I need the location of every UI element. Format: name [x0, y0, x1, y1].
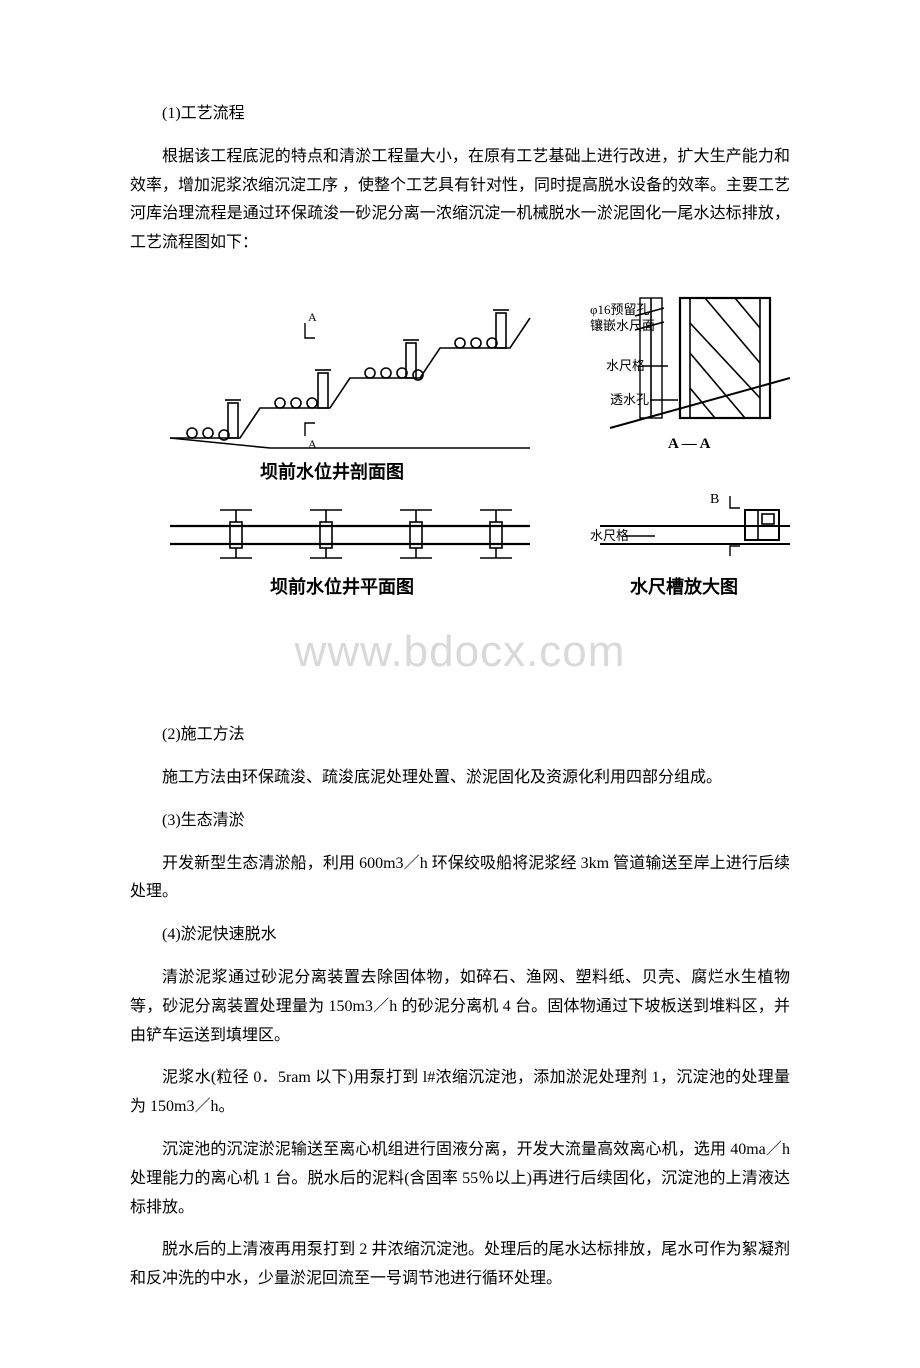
annot-ruler: 水尺格	[606, 358, 645, 373]
svg-text:B: B	[710, 492, 719, 507]
figure-block: A A	[130, 278, 790, 691]
section-4-p1: 清淤泥浆通过砂泥分离装置去除固体物，如碎石、渔网、塑料纸、贝壳、腐烂水生植物等，…	[130, 964, 790, 1050]
caption-profile: 坝前水位井剖面图	[260, 461, 404, 482]
section-3-heading: (3)生态清淤	[130, 807, 790, 836]
section-1-heading: (1)工艺流程	[130, 100, 790, 129]
watermark-text: www.bdocx.com	[130, 612, 790, 691]
section-4-p2: 泥浆水(粒径 0．5ram 以下)用泵打到 l#浓缩沉淀池，添加淤泥处理剂 1，…	[130, 1064, 790, 1122]
section-1-body: 根据该工程底泥的特点和清淤工程量大小，在原有工艺基础上进行改进，扩大生产能力和效…	[130, 143, 790, 258]
annot-aa: A — A	[668, 436, 711, 452]
annot-panel: 镶嵌水尺面	[590, 318, 655, 333]
diagram-svg: A A	[130, 278, 790, 618]
section-2-heading: (2)施工方法	[130, 721, 790, 750]
annot-hole: φ16预留孔	[590, 302, 650, 317]
svg-text:A: A	[308, 310, 317, 324]
section-2-body: 施工方法由环保疏浚、疏浚底泥处理处置、淤泥固化及资源化利用四部分组成。	[130, 764, 790, 793]
caption-plan: 坝前水位井平面图	[270, 576, 414, 597]
section-4-heading: (4)淤泥快速脱水	[130, 921, 790, 950]
section-3-body: 开发新型生态清淤船，利用 600m3／h 环保绞吸船将泥浆经 3km 管道输送至…	[130, 850, 790, 908]
section-4-p3: 沉淀池的沉淀淤泥输送至离心机组进行固液分离，开发大流量高效离心机，选用 40ma…	[130, 1136, 790, 1222]
annot-waterhole: 透水孔	[610, 392, 649, 407]
annot-ruler2: 水尺格	[590, 528, 629, 543]
caption-zoom: 水尺槽放大图	[630, 576, 738, 597]
svg-text:A: A	[308, 437, 317, 451]
section-4-p4: 脱水后的上清液再用泵打到 2 井浓缩沉淀池。处理后的尾水达标排放，尾水可作为絮凝…	[130, 1236, 790, 1294]
